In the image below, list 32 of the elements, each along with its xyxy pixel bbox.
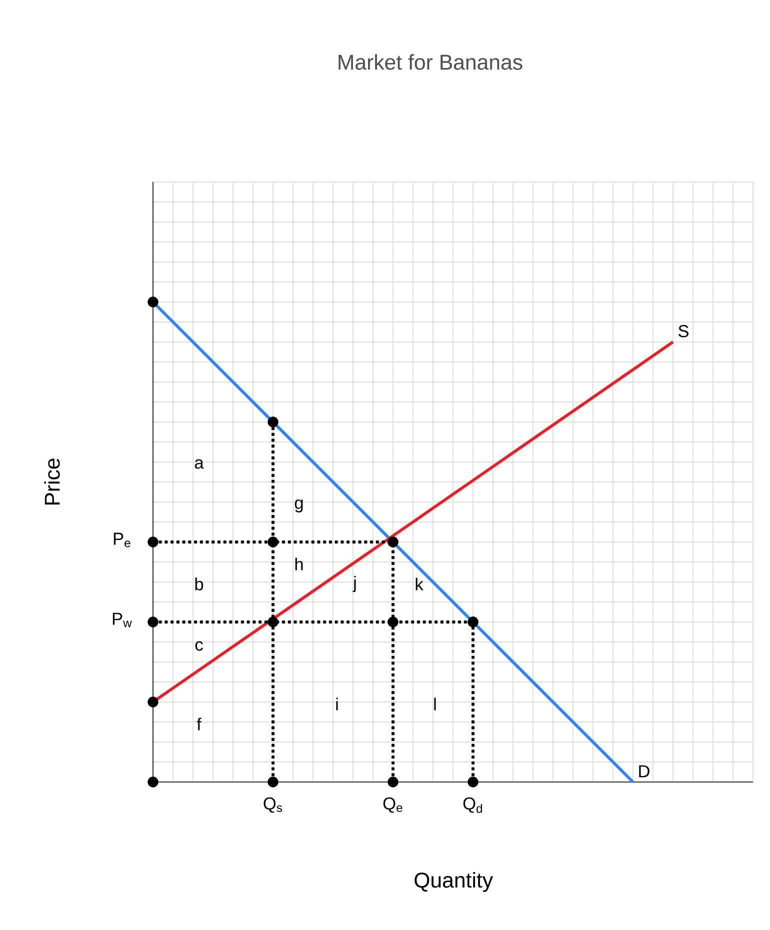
point: [268, 616, 278, 628]
point: [148, 296, 158, 308]
annotation: h: [295, 558, 303, 570]
annotation: l: [434, 698, 436, 710]
point: [268, 776, 278, 788]
annotation: b: [195, 578, 204, 590]
annotation: i: [336, 698, 338, 710]
y-axis-title: Price: [44, 458, 60, 505]
point: [148, 616, 158, 628]
x-axis-title: Quantity: [414, 872, 494, 892]
point: [468, 776, 478, 788]
annotation: j: [352, 576, 356, 592]
annotation: k: [416, 578, 424, 590]
point: [388, 776, 398, 788]
point: [148, 536, 158, 548]
chart-title: Market for Bananas: [338, 54, 522, 70]
text: P$_{e}$: [114, 532, 130, 548]
annotation: g: [294, 500, 303, 512]
point: [388, 616, 398, 628]
text: P$_{w}$: [112, 612, 132, 628]
point: [148, 776, 158, 788]
x-tick-label: Q$_{s}$: [264, 797, 282, 813]
point: [268, 536, 278, 548]
x-tick-label: Q$_{d}$: [463, 797, 482, 813]
point: [268, 416, 278, 428]
annotation: c: [195, 641, 203, 651]
series-label: D: [639, 765, 650, 778]
annotation: f: [196, 718, 202, 730]
point: [148, 696, 158, 708]
x-tick-label: Q$_{e}$: [383, 797, 402, 813]
series-label: S: [678, 324, 688, 338]
annotation: a: [194, 459, 204, 469]
